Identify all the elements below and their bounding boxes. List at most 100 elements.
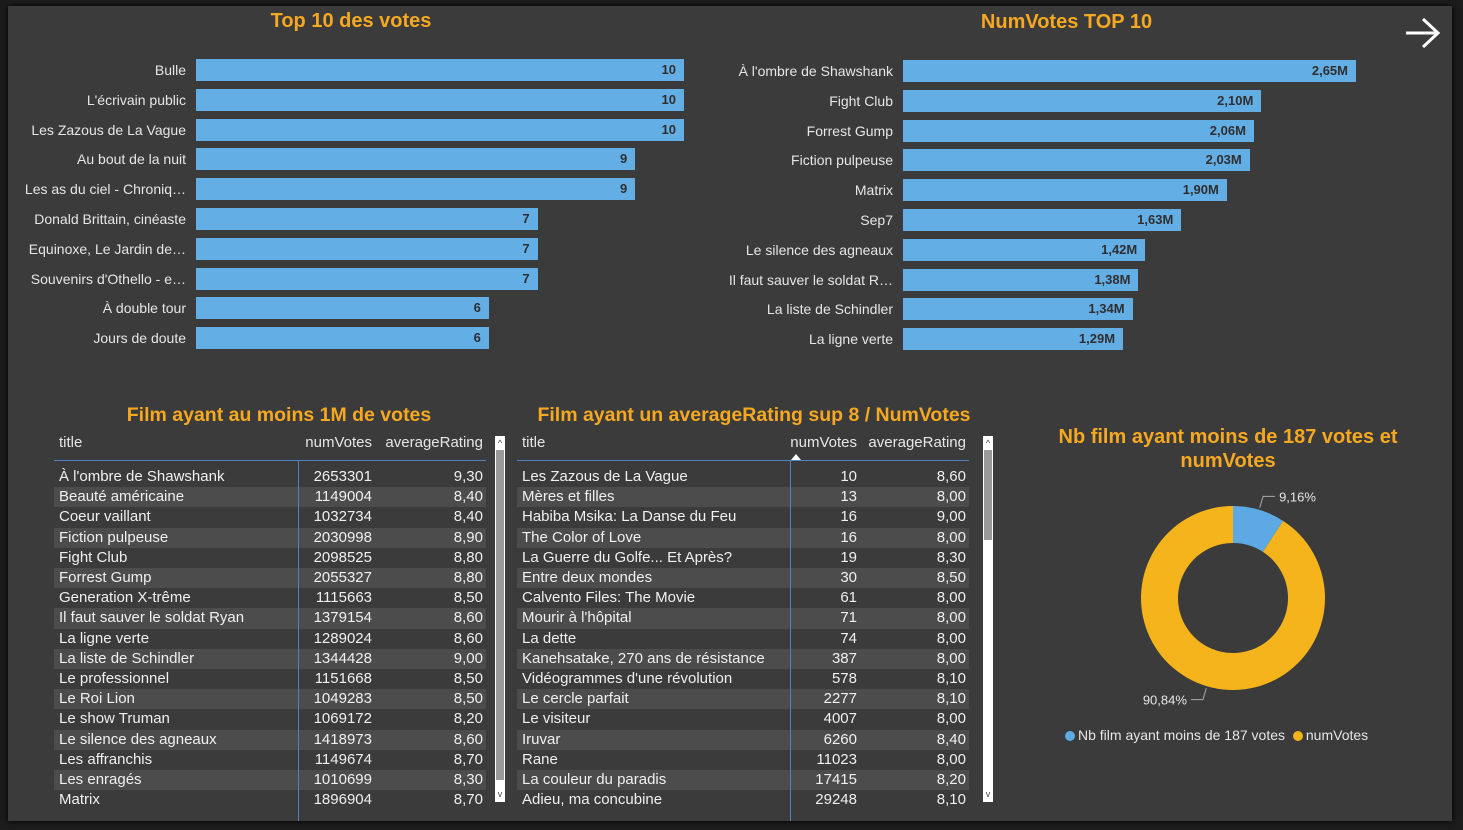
table-row[interactable]: Vidéogrammes d'une révolution 578 8,10 <box>517 669 969 689</box>
cell-title: Le cercle parfait <box>522 690 629 708</box>
bar-value-label: 7 <box>522 211 530 226</box>
table-row[interactable]: Le visiteur 4007 8,00 <box>517 709 969 729</box>
table-row[interactable]: Mourir à l'hôpital 71 8,00 <box>517 608 969 629</box>
cell-numVotes: 4007 <box>823 710 857 728</box>
cell-title: La Guerre du Golfe... Et Après? <box>522 548 733 566</box>
table-row[interactable]: Entre deux mondes 30 8,50 <box>517 568 969 589</box>
bar[interactable]: 9 <box>196 178 636 201</box>
cell-title: À l'ombre de Shawshank <box>59 468 225 485</box>
table-row[interactable]: Habiba Msika: La Danse du Feu 16 9,00 <box>517 507 969 527</box>
table-row[interactable]: La couleur du paradis 17415 8,20 <box>517 770 969 791</box>
bar[interactable]: 2,65M <box>903 60 1356 82</box>
table-films-rating-sup8[interactable]: title numVotes averageRating Les Zazous de … <box>517 430 995 821</box>
table-row[interactable]: The Color of Love 16 8,00 <box>517 527 969 548</box>
legend-dot-blue-icon <box>1065 731 1075 741</box>
bar-value-label: 10 <box>661 121 676 137</box>
table-row[interactable]: Le cercle parfait 2277 8,10 <box>517 689 969 710</box>
donut-slice[interactable] <box>1141 506 1325 690</box>
scroll-thumb[interactable] <box>496 450 504 780</box>
table-films-1m-votes[interactable]: title numVotes averageRating À l'ombre de S… <box>54 430 508 821</box>
scroll-thumb[interactable] <box>984 450 992 540</box>
bar[interactable]: 1,38M <box>903 268 1139 291</box>
table-row[interactable]: Mères et filles 13 8,00 <box>517 487 969 508</box>
scroll-up-icon[interactable]: ^ <box>497 438 503 448</box>
cell-averageRating: 8,60 <box>936 468 966 485</box>
cell-averageRating: 8,70 <box>453 791 483 809</box>
cell-title: Matrix <box>59 791 100 809</box>
arrow-right-icon[interactable] <box>1404 16 1442 50</box>
table-row[interactable]: Iruvar 6260 8,40 <box>517 729 969 750</box>
table-row[interactable]: Le professionnel 1151668 8,50 <box>54 669 486 689</box>
table-row[interactable]: Beauté américaine 1149004 8,40 <box>54 487 486 508</box>
bar[interactable]: 2,03M <box>903 149 1250 172</box>
table-row[interactable]: Calvento Files: The Movie 61 8,00 <box>517 588 969 608</box>
table-row[interactable]: Fight Club 2098525 8,80 <box>54 548 486 568</box>
vertical-scrollbar[interactable]: ^ v <box>983 436 993 802</box>
table-row[interactable]: La Guerre du Golfe... Et Après? 19 8,30 <box>517 548 969 568</box>
table-row[interactable]: Les affranchis 1149674 8,70 <box>54 750 486 770</box>
table-row[interactable]: Les Zazous de La Vague 10 8,60 <box>517 467 969 487</box>
table-row[interactable]: Generation X-trême 1115663 8,50 <box>54 588 486 608</box>
cell-title: Le show Truman <box>59 710 170 728</box>
table-row[interactable]: Le silence des agneaux 1418973 8,60 <box>54 729 486 750</box>
cell-title: Mères et filles <box>522 488 615 506</box>
table-row[interactable]: Rane 11023 8,00 <box>517 750 969 770</box>
bar[interactable]: 9 <box>196 148 636 171</box>
bar[interactable]: 1,29M <box>903 328 1124 351</box>
donut-chart: 9,16% 90,84% <box>1141 489 1325 708</box>
column-header-title[interactable]: title <box>522 434 546 451</box>
table-header: title numVotes averageRating <box>54 430 486 461</box>
bar[interactable]: 10 <box>196 59 684 81</box>
bar-category-label: Au bout de la nuit <box>77 151 186 168</box>
donut-slice[interactable] <box>1233 506 1284 552</box>
table-row[interactable]: Les enragés 1010699 8,30 <box>54 770 486 791</box>
bar[interactable]: 7 <box>196 237 538 260</box>
legend-item-numvotes[interactable]: numVotes <box>1292 727 1368 743</box>
table-row[interactable]: Coeur vaillant 1032734 8,40 <box>54 507 486 527</box>
bar[interactable]: 1,34M <box>903 298 1133 321</box>
bar[interactable]: 10 <box>196 88 684 111</box>
column-header-averageRating[interactable]: averageRating <box>868 434 966 451</box>
table-row[interactable]: La liste de Schindler 1344428 9,00 <box>54 648 486 669</box>
bar[interactable]: 2,06M <box>903 119 1254 142</box>
bar[interactable]: 10 <box>196 118 684 141</box>
bar[interactable]: 6 <box>196 297 489 320</box>
column-header-averageRating[interactable]: averageRating <box>385 434 483 451</box>
legend-label-few-votes: Nb film ayant moins de 187 votes <box>1078 727 1285 743</box>
bar[interactable]: 7 <box>196 208 538 230</box>
legend-item-few-votes[interactable]: Nb film ayant moins de 187 votes <box>1065 727 1289 743</box>
vertical-scrollbar[interactable]: ^ v <box>495 436 505 802</box>
cell-numVotes: 1289024 <box>313 629 372 647</box>
bar-category-label: Souvenirs d'Othello - e… <box>30 270 186 287</box>
column-divider <box>298 461 299 821</box>
cell-numVotes: 74 <box>840 629 857 647</box>
scroll-down-icon[interactable]: v <box>985 789 991 799</box>
bar-value-label: 2,65M <box>1311 63 1348 78</box>
table-row[interactable]: Adieu, ma concubine 29248 8,10 <box>517 790 969 810</box>
column-header-numVotes[interactable]: numVotes <box>305 434 372 451</box>
column-header-numVotes[interactable]: numVotes <box>790 434 857 451</box>
table-row[interactable]: Matrix 1896904 8,70 <box>54 790 486 810</box>
table-row[interactable]: Kanehsatake, 270 ans de résistance 387 8,0… <box>517 648 969 669</box>
table-row[interactable]: Fiction pulpeuse 2030998 8,90 <box>54 527 486 548</box>
bar[interactable]: 7 <box>196 267 538 290</box>
column-header-title[interactable]: title <box>59 434 83 451</box>
bar[interactable]: 6 <box>196 327 489 350</box>
sort-ascending-icon[interactable] <box>791 454 801 460</box>
bar[interactable]: 1,63M <box>903 209 1182 231</box>
scroll-up-icon[interactable]: ^ <box>985 438 991 448</box>
cell-averageRating: 8,50 <box>453 589 483 607</box>
table-row[interactable]: Il faut sauver le soldat Ryan 1379154 8,60 <box>54 608 486 629</box>
table-row[interactable]: La dette 74 8,00 <box>517 629 969 649</box>
table-row[interactable]: Forrest Gump 2055327 8,80 <box>54 568 486 589</box>
table-row[interactable]: Le show Truman 1069172 8,20 <box>54 709 486 729</box>
scroll-down-icon[interactable]: v <box>497 789 503 799</box>
table-row[interactable]: La ligne verte 1289024 8,60 <box>54 629 486 649</box>
table-row[interactable]: Le Roi Lion 1049283 8,50 <box>54 689 486 710</box>
bar[interactable]: 1,42M <box>903 238 1146 261</box>
cell-title: Il faut sauver le soldat Ryan <box>59 609 245 627</box>
bar[interactable]: 1,90M <box>903 179 1227 202</box>
table-row[interactable]: À l'ombre de Shawshank 2653301 9,30 <box>54 467 486 487</box>
cell-averageRating: 8,00 <box>936 750 966 768</box>
bar[interactable]: 2,10M <box>903 89 1262 112</box>
